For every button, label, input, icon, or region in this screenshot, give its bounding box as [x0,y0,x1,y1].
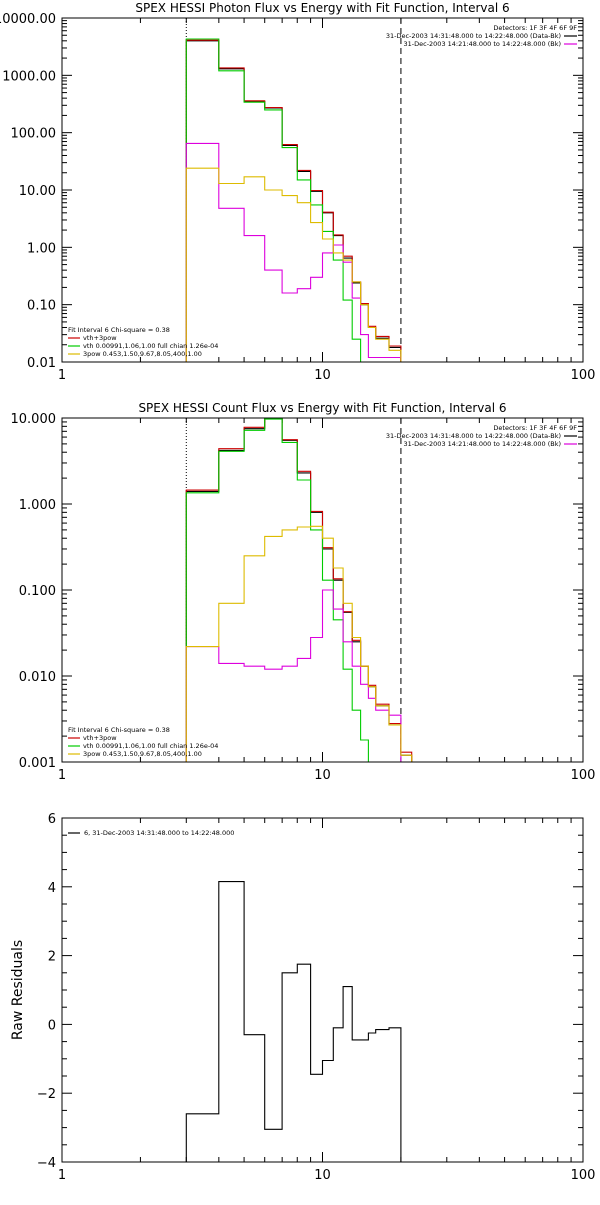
x-tick-label: 1 [58,768,66,783]
x-tick-label: 10 [314,768,331,783]
chart-panel-1: SPEX HESSI Photon Flux vs Energy with Fi… [0,1,596,383]
y-tick-label: 1000.00 [2,69,56,84]
plot-frame [61,817,584,1163]
x-tick-label: 10 [314,368,331,383]
legend-entry-tl: 6, 31-Dec-2003 14:31:48.000 to 14:22:48.… [84,829,234,837]
series-line-3 [185,38,362,362]
y-tick-label: 100.00 [11,127,57,142]
y-axis-label: Raw Residuals [10,940,26,1040]
series-line-5 [185,167,402,362]
y-tick-label: 0.01 [27,356,56,371]
series-line-2 [185,418,413,762]
series-line-1 [185,881,402,1162]
chart-title: SPEX HESSI Photon Flux vs Energy with Fi… [135,1,509,15]
series-line-4 [185,589,402,762]
chart-panel-3: 1 10 100 −4 −2 0 2 4 6 Raw Residuals 6, 31-Dec-200… [10,812,595,1183]
plot-frame [61,417,584,763]
y-tick-label: 1.00 [27,241,56,256]
legend-entry-bl: vth+3pow [83,734,117,742]
y-tick-label: 10.00 [19,184,56,199]
y-tick-label: 0.001 [19,756,56,771]
legend-entry-tr: 31-Dec-2003 14:31:48.000 to 14:22:48.000… [386,32,561,40]
legend-entry-bl: Fit Interval 6 Chi-square = 0.38 [68,726,170,734]
y-tick-label: 0 [48,1018,56,1033]
x-tick-label: 100 [571,368,596,383]
x-tick-label: 100 [571,768,596,783]
legend-entry-bl: vth 0.00991,1.06,1.00 full chian 1.26e-0… [83,742,218,750]
y-tick-label: 0.100 [19,584,56,599]
x-tick-label: 1 [58,1168,66,1183]
legend-entry-bl: vth+3pow [83,334,117,342]
series-line-2 [185,39,402,362]
x-tick-label: 100 [571,1168,596,1183]
chart-title: SPEX HESSI Count Flux vs Energy with Fit… [138,401,506,415]
y-tick-label: 2 [48,950,56,965]
y-tick-label: 1.000 [19,498,56,513]
series-line-3 [185,418,369,762]
y-tick-label: 10000.00 [0,12,56,27]
legend-entry-bl: vth 0.00991,1.06,1.00 full chian 1.26e-0… [83,342,218,350]
y-tick-label: 4 [48,881,56,896]
legend-entry-bl: 3pow 0.453,1.50,9.67,8.05,400,1.00 [83,350,202,358]
y-tick-label: −2 [37,1087,56,1102]
legend-entry-tr: Detectors: 1F 3F 4F 6F 9F [493,24,577,32]
plot-frame [61,17,584,363]
y-tick-label: −4 [37,1156,56,1171]
legend-entry-bl: 3pow 0.453,1.50,9.67,8.05,400,1.00 [83,750,202,758]
chart-panel-2: SPEX HESSI Count Flux vs Energy with Fit… [11,401,596,783]
y-tick-label: 10.000 [11,412,57,427]
y-tick-label: 6 [48,812,56,827]
x-tick-label: 1 [58,368,66,383]
legend-entry-tr: 31-Dec-2003 14:21:48.000 to 14:22:48.000… [404,440,562,448]
y-tick-label: 0.010 [19,670,56,685]
legend-entry-tr: 31-Dec-2003 14:31:48.000 to 14:22:48.000… [386,432,561,440]
x-tick-label: 10 [314,1168,331,1183]
series-line-1 [185,418,413,762]
series-line-4 [185,142,402,362]
series-line-5 [185,525,413,762]
legend-entry-tr: 31-Dec-2003 14:21:48.000 to 14:22:48.000… [404,40,562,48]
y-tick-label: 0.10 [27,299,56,314]
legend-entry-bl: Fit Interval 6 Chi-square = 0.38 [68,326,170,334]
legend-entry-tr: Detectors: 1F 3F 4F 6F 9F [493,424,577,432]
